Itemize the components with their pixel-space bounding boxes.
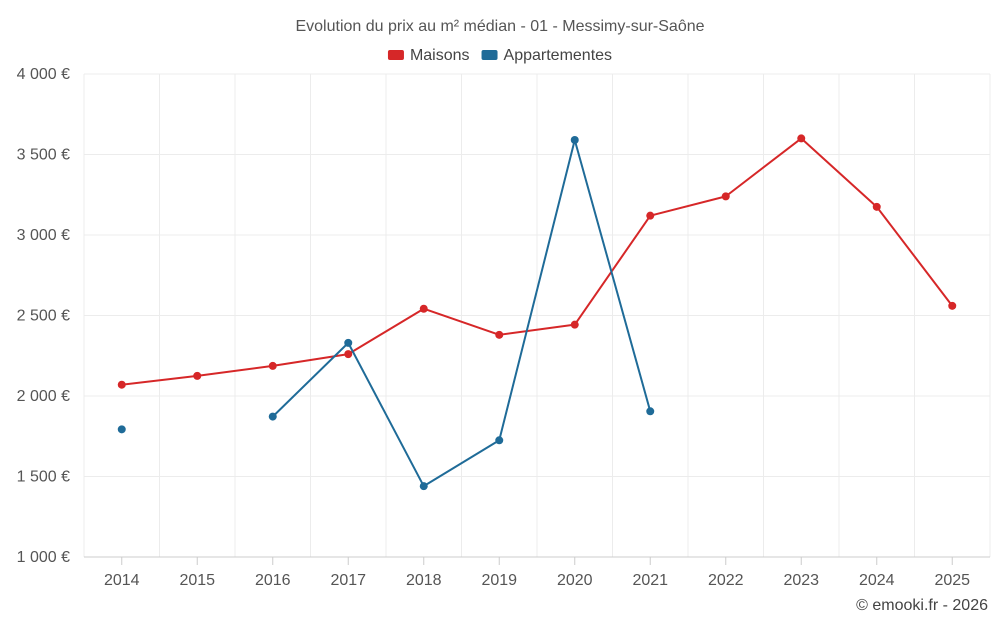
x-tick-label: 2014 xyxy=(104,572,140,589)
data-point[interactable] xyxy=(495,436,504,445)
data-point[interactable] xyxy=(268,412,277,421)
x-tick-label: 2015 xyxy=(179,572,215,589)
data-point[interactable] xyxy=(495,330,504,339)
x-tick-label: 2021 xyxy=(632,572,668,589)
data-point[interactable] xyxy=(797,134,806,143)
credit-text: © emooki.fr - 2026 xyxy=(856,597,988,614)
y-tick-label: 1 000 € xyxy=(17,549,70,566)
x-tick-label: 2016 xyxy=(255,572,291,589)
data-point[interactable] xyxy=(344,350,353,359)
x-tick-label: 2018 xyxy=(406,572,442,589)
data-point[interactable] xyxy=(117,380,126,389)
legend-swatch xyxy=(387,50,404,60)
y-tick-label: 3 000 € xyxy=(17,227,70,244)
x-tick-label: 2017 xyxy=(330,572,366,589)
legend-swatch xyxy=(481,50,498,60)
data-point[interactable] xyxy=(419,482,428,491)
y-tick-label: 3 500 € xyxy=(17,147,70,164)
legend-label: Maisons xyxy=(410,47,470,64)
x-tick-label: 2024 xyxy=(859,572,895,589)
data-point[interactable] xyxy=(570,136,579,145)
axes: 1 000 € 1 500 € 2 000 € 2 500 € 3 000 € 3 500… xyxy=(17,66,990,589)
legend[interactable]: Maisons Appartementes xyxy=(387,47,613,64)
data-point[interactable] xyxy=(872,202,881,211)
legend-item-appartementes[interactable]: Appartementes xyxy=(481,47,613,64)
x-tick-label: 2023 xyxy=(783,572,819,589)
series-maisons xyxy=(117,134,957,389)
y-tick-label: 2 000 € xyxy=(17,388,70,405)
data-point[interactable] xyxy=(344,338,353,347)
series-appartementes xyxy=(117,136,655,491)
y-tick-label: 1 500 € xyxy=(17,469,70,486)
grid xyxy=(83,73,991,558)
data-point[interactable] xyxy=(646,211,655,220)
data-point[interactable] xyxy=(721,192,730,201)
y-tick-label: 2 500 € xyxy=(17,308,70,325)
x-tick-label: 2022 xyxy=(708,572,744,589)
x-tick-label: 2020 xyxy=(557,572,593,589)
chart-title: Evolution du prix au m² médian - 01 - Me… xyxy=(295,18,704,35)
x-tick-label: 2019 xyxy=(481,572,517,589)
legend-label: Appartementes xyxy=(504,47,613,64)
data-point[interactable] xyxy=(193,371,202,380)
legend-item-maisons[interactable]: Maisons xyxy=(387,47,470,64)
data-point[interactable] xyxy=(646,407,655,416)
data-point[interactable] xyxy=(268,361,277,370)
data-point[interactable] xyxy=(570,320,579,329)
data-point[interactable] xyxy=(117,425,126,434)
chart-header: Evolution du prix au m² médian - 01 - Me… xyxy=(295,18,704,64)
x-tick-label: 2025 xyxy=(934,572,970,589)
y-tick-label: 4 000 € xyxy=(17,66,70,83)
data-point[interactable] xyxy=(948,301,957,310)
series-line xyxy=(272,139,652,488)
series-line xyxy=(121,137,954,386)
data-point[interactable] xyxy=(419,304,428,313)
series-layer xyxy=(117,134,957,491)
